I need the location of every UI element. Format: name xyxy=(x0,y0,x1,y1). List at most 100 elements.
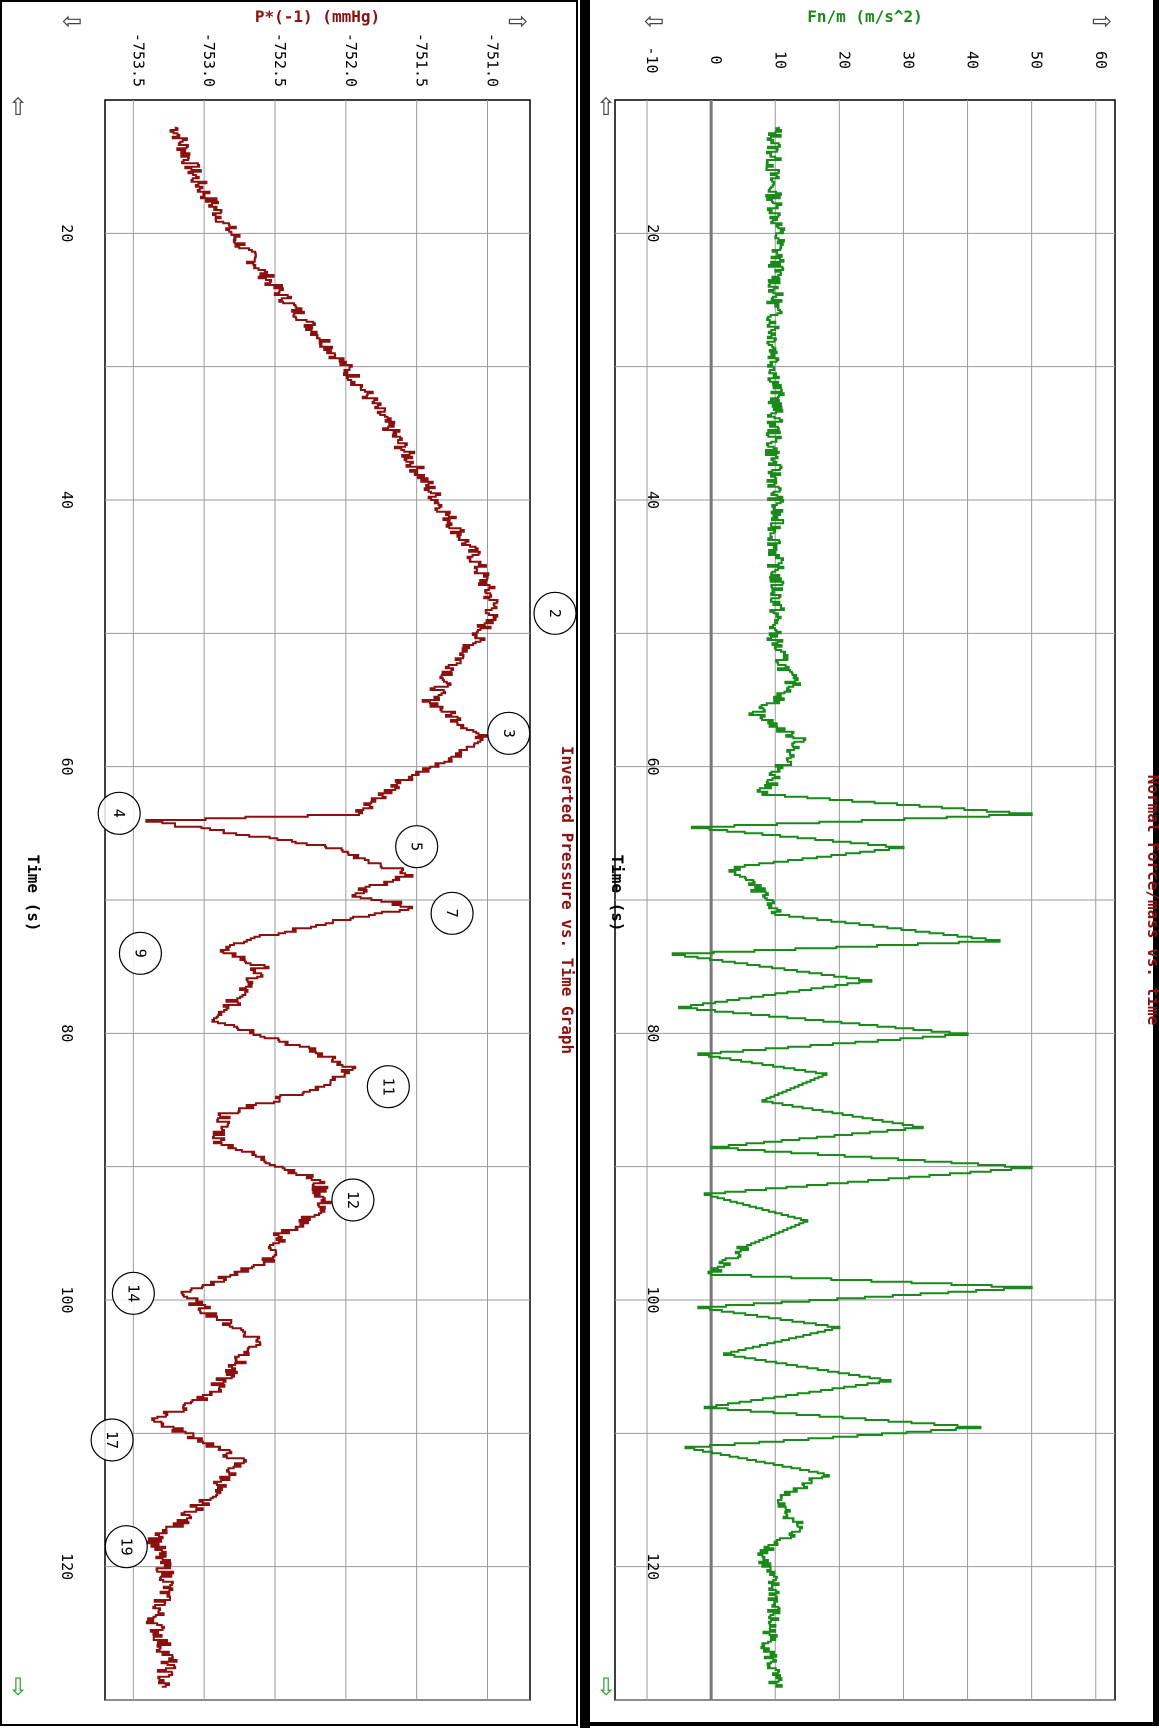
pressure-y-tick-label: -751.5 xyxy=(413,33,431,87)
pressure-data-point xyxy=(366,392,368,394)
pressure-y-tick-label: -753.0 xyxy=(200,33,218,87)
force-data-point xyxy=(761,1552,763,1554)
pressure-data-point xyxy=(154,1619,156,1621)
pressure-data-point xyxy=(317,1179,319,1181)
annotation-label: 9 xyxy=(131,949,149,958)
annotation-circle xyxy=(331,1178,375,1222)
force-data-point xyxy=(890,1379,892,1381)
force-data-point xyxy=(723,1352,725,1354)
annotation-circle xyxy=(533,591,577,635)
pressure-y-tick-label: -752.0 xyxy=(342,33,360,87)
force-data-point xyxy=(800,1526,802,1528)
pressure-data-point xyxy=(430,699,432,701)
force-data-point xyxy=(685,1446,687,1448)
pressure-data-point xyxy=(168,1579,170,1581)
pressure-data-point xyxy=(182,1292,184,1294)
arrow-down-icon[interactable]: ⇩ xyxy=(8,1674,29,1701)
force-data-point xyxy=(704,1406,706,1408)
force-data-point xyxy=(902,846,904,848)
pressure-y-tick-label: -751.0 xyxy=(484,33,502,87)
force-data-point xyxy=(774,552,776,554)
annotation-label: 4 xyxy=(110,809,128,818)
force-data-point xyxy=(761,1099,763,1101)
force-data-point xyxy=(773,339,775,341)
force-data-point xyxy=(774,126,776,128)
pressure-data-point xyxy=(402,779,404,781)
pressure-data-point xyxy=(359,812,361,814)
force-data-point xyxy=(775,499,777,501)
pressure-y-tick-label: -752.5 xyxy=(271,33,289,87)
force-data-point xyxy=(755,712,757,714)
force-data-point xyxy=(761,792,763,794)
pressure-x-tick-label: 20 xyxy=(58,224,76,242)
pressure-data-point xyxy=(210,1392,212,1394)
pressure-x-tick-label: 40 xyxy=(58,491,76,509)
force-data-point xyxy=(979,1426,981,1428)
annotation-circle xyxy=(430,891,474,935)
arrow-right-icon[interactable]: ⇨ xyxy=(1092,8,1113,35)
pressure-data-point xyxy=(232,1366,234,1368)
pressure-data-point xyxy=(352,892,354,894)
arrow-down-icon[interactable]: ⇩ xyxy=(596,1674,617,1701)
force-x-tick-label: 120 xyxy=(644,1553,662,1580)
pressure-data-point xyxy=(168,1659,170,1661)
force-data-point xyxy=(922,1126,924,1128)
force-y-tick-label: 0 xyxy=(707,55,725,64)
force-data-point xyxy=(1031,1286,1033,1288)
arrow-left-icon[interactable]: ⇦ xyxy=(644,8,665,35)
arrow-up-icon[interactable]: ⇧ xyxy=(596,94,617,121)
force-panel-frame xyxy=(590,0,1159,1726)
annotation-circle xyxy=(104,1525,148,1569)
force-data-point xyxy=(826,1072,828,1074)
force-y-tick-label: 40 xyxy=(964,51,982,69)
pressure-data-point xyxy=(217,946,219,948)
pressure-data-point xyxy=(281,1232,283,1234)
pressure-data-point xyxy=(409,872,411,874)
pressure-series-line xyxy=(145,126,499,1688)
pressure-data-point xyxy=(210,1312,212,1314)
annotation-label: 12 xyxy=(344,1191,362,1209)
pressure-data-point xyxy=(260,966,262,968)
force-y-tick-label: 60 xyxy=(1092,51,1110,69)
force-data-point xyxy=(806,1219,808,1221)
annotation-circle xyxy=(118,931,163,975)
pressure-data-point xyxy=(182,1519,184,1521)
force-chart-title: Normal Force/mass vs. time xyxy=(1144,775,1159,1025)
force-data-point xyxy=(672,952,674,954)
annotation-circle xyxy=(395,825,439,869)
force-data-point xyxy=(776,606,778,608)
force-data-point xyxy=(772,446,774,448)
force-y-tick-label: 30 xyxy=(899,51,917,69)
pressure-y-axis-label: P*(-1) (mmHg) xyxy=(255,7,380,26)
pressure-data-point xyxy=(260,1339,262,1341)
pressure-data-point xyxy=(161,1686,163,1688)
force-data-point xyxy=(826,1472,828,1474)
pressure-y-tick-label: -753.5 xyxy=(129,33,147,87)
annotation-label: 11 xyxy=(379,1078,397,1096)
annotation-label: 7 xyxy=(443,909,461,918)
force-data-point xyxy=(870,979,872,981)
pressure-data-point xyxy=(352,1066,354,1068)
annotation-label: 3 xyxy=(500,729,518,738)
annotation-label: 19 xyxy=(117,1538,135,1556)
force-data-point xyxy=(777,232,779,234)
pressure-data-point xyxy=(175,126,177,128)
arrow-right-icon[interactable]: ⇨ xyxy=(508,8,529,35)
arrow-left-icon[interactable]: ⇦ xyxy=(62,8,83,35)
pressure-data-point xyxy=(416,906,418,908)
force-data-point xyxy=(755,886,757,888)
pressure-data-point xyxy=(472,552,474,554)
pressure-data-point xyxy=(217,1019,219,1021)
force-data-point xyxy=(781,659,783,661)
force-y-axis-label: Fn/m (m/s^2) xyxy=(807,7,923,26)
pressure-data-point xyxy=(196,179,198,181)
pressure-data-point xyxy=(494,606,496,608)
force-y-tick-label: 20 xyxy=(835,51,853,69)
force-data-point xyxy=(967,1032,969,1034)
force-data-point xyxy=(1031,812,1033,814)
force-data-point xyxy=(704,1192,706,1194)
force-data-point xyxy=(774,286,776,288)
arrow-up-icon[interactable]: ⇧ xyxy=(8,94,29,121)
force-data-point xyxy=(776,392,778,394)
pressure-data-point xyxy=(317,1086,319,1088)
